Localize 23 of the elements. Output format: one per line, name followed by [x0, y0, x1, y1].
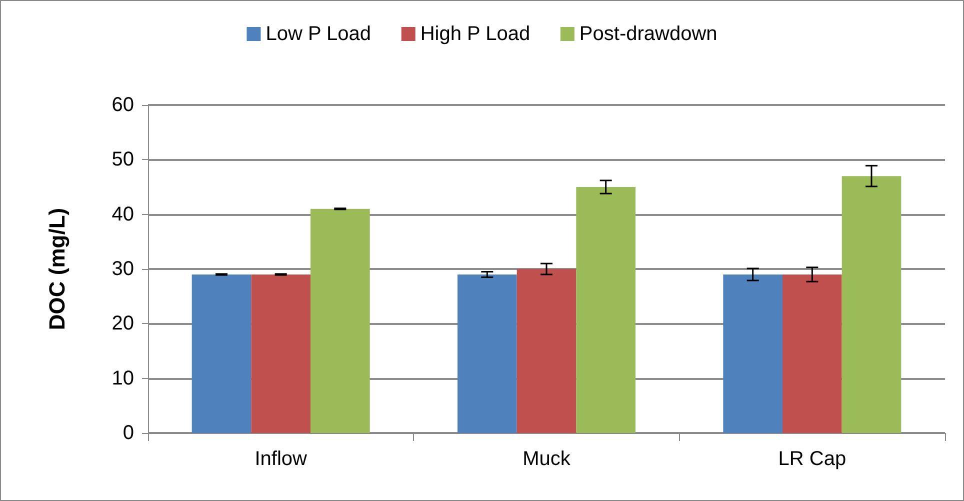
bar: [192, 274, 252, 433]
bar: [458, 274, 517, 433]
legend-label: High P Load: [420, 23, 530, 45]
y-tick-label: 10: [112, 367, 134, 390]
x-tick-label: Muck: [522, 448, 572, 470]
y-axis-title: DOC (mg/L): [44, 208, 70, 330]
bar: [723, 274, 782, 433]
x-tick-label: LR Cap: [778, 448, 846, 470]
y-tick-label: 0: [122, 422, 134, 444]
bar: [310, 208, 370, 433]
y-tick-label: 50: [112, 148, 134, 171]
bar: [251, 274, 310, 433]
bar: [516, 269, 576, 433]
y-tick-label: 60: [112, 94, 134, 116]
y-tick-label: 20: [112, 312, 134, 335]
bar: [782, 274, 842, 433]
x-tick-label: Inflow: [254, 448, 308, 470]
bar: [842, 176, 902, 433]
y-tick-label: 40: [112, 203, 134, 226]
y-tick-label: 30: [112, 258, 134, 280]
legend-label: Post-drawdown: [579, 23, 718, 45]
bar: [576, 187, 636, 433]
legend-label: Low P Load: [266, 23, 372, 45]
